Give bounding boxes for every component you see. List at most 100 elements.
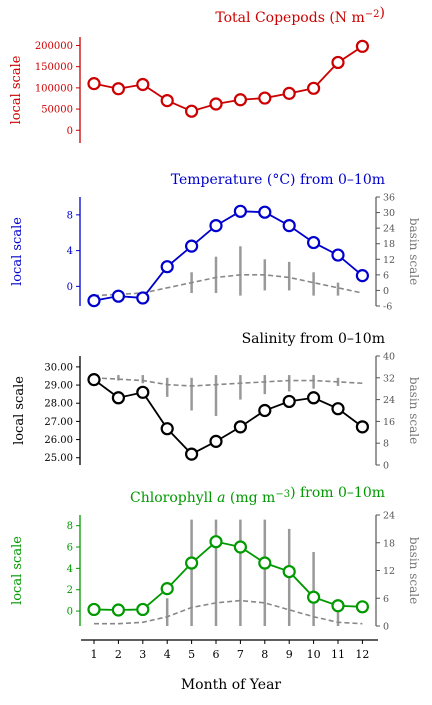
basin-tick-label: 12 [383,566,395,577]
local-series-point [111,82,126,96]
local-series-line [93,210,363,302]
panel-copepods: Total Copepods (N m−2) 0 50000 100000 150000… [9,5,385,143]
local-series-line [93,540,363,611]
local-axis-label: local scale [9,55,24,124]
x-tick-label: 6 [213,648,220,661]
x-tick-label: 7 [237,648,244,661]
local-tick-label: 0 [67,607,73,618]
basin-tick-label: 8 [383,439,389,450]
local-series-point [331,599,345,613]
local-series-point [209,535,223,549]
x-tick-label: 2 [115,648,122,661]
x-tick-label: 5 [188,648,195,661]
local-series-point [87,77,101,91]
local-series-point [282,86,296,100]
panel-temperature: Temperature (°C) from 0–10m -6 0 6 12 18 24 30 3… [10,172,421,313]
x-tick-label: 1 [91,648,98,661]
local-series-point [185,239,199,253]
basin-tick-label: 40 [383,352,395,363]
basin-tick-label: 24 [383,511,395,522]
local-tick-label: 4 [67,564,73,575]
basin-axis-label: basin scale [407,218,421,285]
local-series-point [282,394,296,409]
local-series-point [136,385,150,399]
local-axis-label: local scale [12,376,27,445]
x-tick-label: 4 [164,648,171,661]
local-series-point [209,434,223,448]
basin-mean-line [94,599,363,625]
basin-tick-label: 30 [383,208,395,219]
local-tick-label: 29.00 [44,381,73,392]
local-series-point [87,294,101,308]
x-axis-label: Month of Year [181,677,282,693]
basin-tick-label: 18 [383,538,395,549]
local-series-point [160,260,174,274]
local-series-point [87,602,101,617]
x-tick-label: 12 [355,648,369,661]
basin-axis-label: basin scale [407,537,421,604]
local-series-point [331,248,345,262]
panel-salinity: Salinity from 0–10m 0 8 16 24 32 40 basin scale… [12,331,421,472]
local-tick-label: 6 [67,543,73,554]
local-series-point [87,373,101,387]
local-series-point [258,403,272,418]
basin-tick-label: 24 [383,395,395,406]
local-tick-label: 8 [67,521,73,532]
basin-tick-label: 0 [383,622,389,633]
basin-mean-line [93,377,363,387]
local-series-line [93,378,363,456]
local-series-point [111,289,126,303]
local-tick-label: 25.00 [44,453,73,464]
local-series-line [93,45,363,113]
local-tick-label: 26.00 [44,435,73,446]
local-axis-label: local scale [10,536,25,605]
local-series-point [355,420,369,434]
local-series-point [233,540,247,554]
local-series-point [136,602,150,617]
panel-title: Temperature (°C) from 0–10m [171,172,385,188]
local-series-point [307,235,321,250]
basin-tick-label: 36 [383,193,395,204]
local-series-point [307,81,321,95]
local-tick-label: 28.00 [44,399,73,410]
local-series-point [258,556,272,570]
local-tick-label: 8 [67,210,73,221]
local-series-point [307,590,321,604]
x-tick-label: 10 [307,648,321,661]
local-axis-label: local scale [10,217,25,286]
local-series-point [258,91,272,105]
panel-chlorophyll: Chlorophyll a (mg m−3) from 0–10m 0 6 12 18 2… [10,485,421,633]
local-series-point [185,556,199,570]
local-series-point [111,391,126,405]
local-tick-label: 2 [67,585,73,596]
local-series-point [307,391,321,405]
basin-tick-label: 24 [383,224,395,235]
local-series-point [355,269,369,283]
local-series-point [136,291,150,305]
basin-mean-line [93,274,363,297]
local-series-point [355,600,369,614]
basin-tick-label: 0 [383,286,389,297]
local-series-point [355,39,369,53]
local-series-point [160,93,174,108]
local-tick-label: 50000 [41,105,73,116]
local-series-point [233,93,247,107]
x-tick-label: 8 [261,648,268,661]
local-series-point [233,204,247,218]
local-series-point [185,447,199,461]
local-series-point [331,55,345,70]
local-tick-label: 30.00 [44,362,73,373]
x-tick-label: 11 [331,648,345,661]
local-series-point [331,402,345,416]
panel-title: Chlorophyll a (mg m−3) from 0–10m [130,485,385,506]
panel-title: Salinity from 0–10m [242,331,385,347]
basin-axis-label: basin scale [407,377,421,444]
local-tick-label: 100000 [35,83,73,94]
local-tick-label: 4 [67,246,73,257]
basin-tick-label: 18 [383,239,395,250]
basin-tick-label: 12 [383,255,395,266]
local-series-point [258,205,272,219]
local-tick-label: 200000 [35,41,73,52]
